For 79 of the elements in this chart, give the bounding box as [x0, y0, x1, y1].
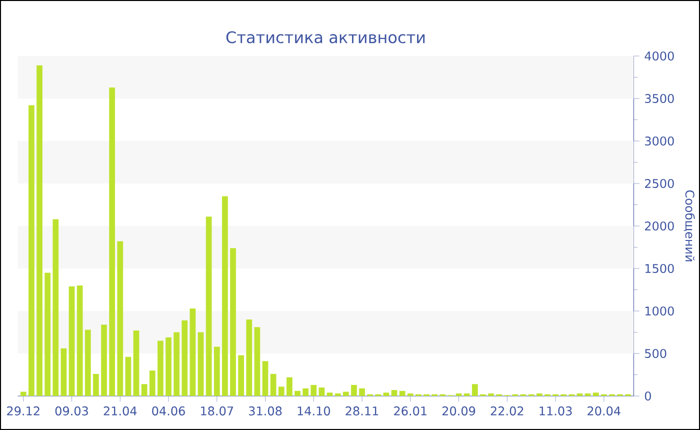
- bar: [20, 392, 26, 396]
- x-tick-label: 29.12: [7, 406, 40, 416]
- x-tick-label: 31.08: [249, 406, 282, 416]
- y-tick-label: 4000: [644, 51, 674, 61]
- y-tick-label: 500: [645, 348, 666, 358]
- y-tick-label: 3000: [645, 136, 674, 146]
- bar: [262, 361, 268, 396]
- bar: [310, 384, 317, 396]
- chart-title: Статистика активности: [226, 31, 425, 44]
- bar: [44, 272, 51, 396]
- bar: [84, 330, 91, 396]
- bar: [93, 374, 99, 396]
- x-tick-label: 20.04: [588, 406, 620, 416]
- bar: [592, 392, 599, 396]
- bar: [246, 320, 252, 396]
- bar: [141, 384, 148, 396]
- bar: [109, 87, 116, 396]
- bar: [133, 330, 140, 396]
- bar: [488, 393, 494, 396]
- bar: [158, 340, 164, 396]
- x-tick-label: 14.10: [298, 406, 330, 416]
- bar: [36, 65, 42, 396]
- bar: [190, 308, 196, 396]
- bar: [174, 332, 180, 396]
- bar: [351, 384, 357, 396]
- bar: [198, 332, 204, 396]
- x-tick-label: 18.07: [201, 406, 234, 416]
- bar: [407, 393, 414, 396]
- x-tick-label: 28.11: [346, 406, 378, 416]
- bar: [125, 356, 132, 396]
- x-tick-label: 22.02: [490, 406, 524, 416]
- bar: [166, 337, 172, 396]
- x-tick-label: 21.04: [104, 406, 137, 416]
- x-tick-label: 11.03: [540, 406, 572, 416]
- bar: [359, 388, 365, 396]
- bar: [68, 286, 75, 396]
- bar: [318, 388, 325, 396]
- y-tick-label: 1500: [645, 264, 674, 274]
- bar: [278, 386, 284, 396]
- bar: [238, 355, 244, 396]
- bar: [222, 196, 228, 396]
- bar: [472, 384, 478, 396]
- y-axis-title: Сообщений: [684, 190, 695, 262]
- bar: [52, 219, 59, 396]
- bar: [101, 324, 107, 396]
- bar: [334, 393, 341, 396]
- y-tick-label: 3500: [645, 94, 674, 104]
- bar: [270, 374, 276, 396]
- bar: [182, 320, 188, 396]
- bar: [214, 346, 220, 396]
- bar: [399, 390, 406, 396]
- bar: [28, 105, 34, 396]
- bar: [536, 393, 542, 396]
- y-tick-label: 2500: [645, 178, 674, 188]
- y-tick-label: 2000: [645, 221, 674, 231]
- bar: [584, 393, 591, 396]
- bar: [230, 248, 236, 396]
- bar: [117, 241, 124, 396]
- bar: [383, 392, 390, 396]
- x-tick-label: 09.03: [55, 406, 88, 416]
- bar: [391, 390, 398, 396]
- x-tick-label: 04.06: [152, 406, 185, 416]
- bar: [254, 327, 260, 396]
- bar: [76, 286, 83, 396]
- x-tick-label: 26.01: [394, 406, 426, 416]
- bar: [576, 393, 583, 396]
- bar: [342, 392, 349, 396]
- bar: [206, 216, 212, 396]
- bar: [326, 392, 333, 396]
- bar: [302, 388, 309, 396]
- bar: [294, 390, 300, 396]
- bar: [286, 377, 292, 396]
- y-tick-label: 0: [644, 391, 651, 401]
- bar: [456, 393, 462, 396]
- bar: [464, 393, 470, 396]
- bar: [60, 348, 67, 396]
- x-tick-label: 20.09: [442, 406, 476, 416]
- bar: [149, 370, 156, 396]
- y-tick-label: 1000: [645, 306, 674, 316]
